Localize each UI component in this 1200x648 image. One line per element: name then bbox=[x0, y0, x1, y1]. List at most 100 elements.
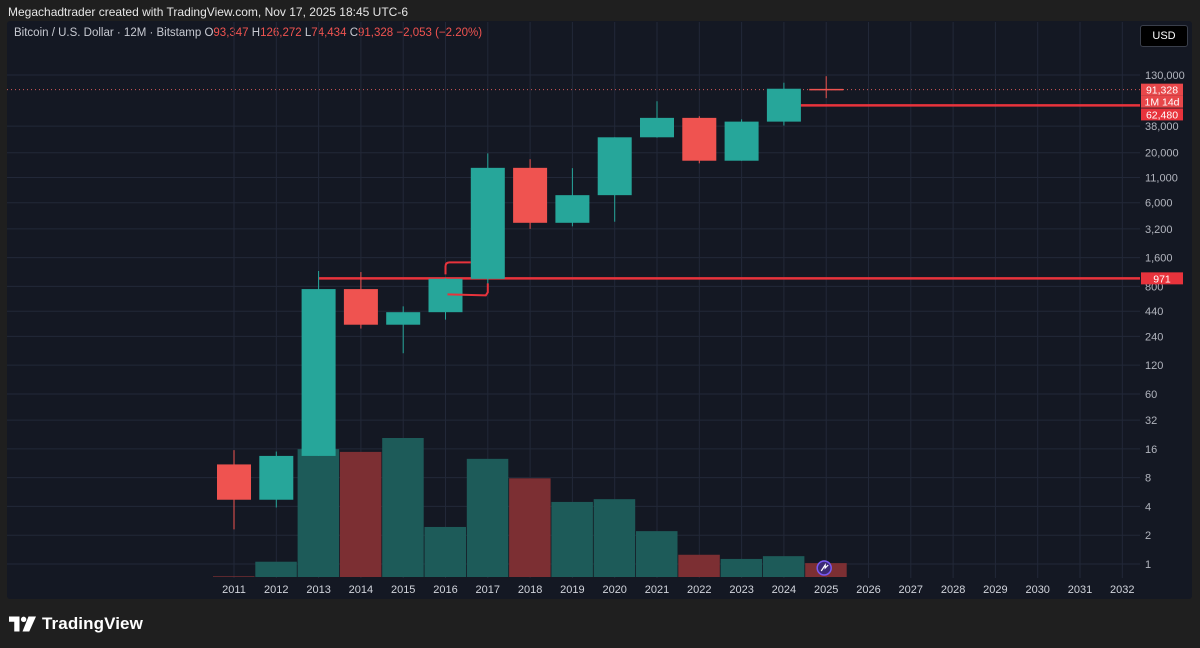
volume-bar bbox=[593, 499, 636, 577]
currency-button[interactable]: USD bbox=[1140, 25, 1188, 47]
volume-bar bbox=[551, 501, 593, 577]
time-axis-label: 2020 bbox=[602, 584, 626, 596]
close-label: C bbox=[349, 27, 358, 39]
time-axis-label: 2025 bbox=[814, 584, 838, 596]
bar-countdown-label: 1M 14d bbox=[1144, 97, 1179, 109]
symbol-title[interactable]: Bitcoin / U.S. Dollar · 12M · Bitstamp bbox=[14, 27, 202, 39]
candle-body bbox=[766, 88, 801, 122]
volume-bar bbox=[678, 554, 720, 577]
price-axis-tick-label: 16 bbox=[1145, 444, 1157, 456]
close-value: 91,328 bbox=[358, 27, 394, 39]
price-axis-tick-label: 130,000 bbox=[1145, 70, 1185, 82]
volume-bar bbox=[720, 558, 763, 577]
volume-bar bbox=[762, 556, 805, 577]
volume-bar bbox=[213, 576, 255, 577]
price-axis-tick-label: 11,000 bbox=[1145, 173, 1178, 185]
price-axis-tick-label: 38,000 bbox=[1145, 121, 1179, 133]
candle-body bbox=[555, 195, 590, 223]
time-axis-label: 2022 bbox=[687, 584, 711, 596]
candle-body bbox=[682, 117, 717, 161]
time-axis-label: 2011 bbox=[222, 584, 246, 596]
low-label: L bbox=[304, 27, 312, 39]
candle-body bbox=[640, 117, 674, 138]
price-axis-tick-label: 800 bbox=[1145, 281, 1163, 293]
price-axis-tick-label: 8 bbox=[1145, 473, 1151, 485]
price-axis-tick-label: 240 bbox=[1145, 331, 1163, 343]
time-axis-label: 2018 bbox=[518, 584, 542, 596]
time-axis-label: 2021 bbox=[645, 584, 669, 596]
level-label-lower-bg bbox=[1141, 272, 1183, 285]
bar-countdown-label-bg bbox=[1141, 95, 1183, 108]
time-axis-label: 2017 bbox=[476, 584, 500, 596]
candle-body bbox=[343, 289, 378, 325]
time-axis-label: 2026 bbox=[856, 584, 880, 596]
bracket-lower bbox=[447, 283, 489, 297]
last-price-label: 91,328 bbox=[1146, 85, 1178, 97]
volume-bar bbox=[636, 531, 678, 577]
volume-bar bbox=[255, 561, 297, 577]
volume-bar bbox=[424, 526, 466, 577]
price-axis-tick-label: 3,200 bbox=[1145, 224, 1173, 236]
event-flag-icon bbox=[816, 560, 832, 576]
price-axis-tick-label: 120 bbox=[1145, 360, 1163, 372]
horizontal-lines bbox=[318, 104, 1140, 280]
price-axis-tick-label: 4 bbox=[1145, 501, 1151, 513]
price-axis-tick-label: 60 bbox=[1145, 389, 1157, 401]
price-axis-tick-label: 6,000 bbox=[1145, 198, 1173, 210]
tradingview-logo: TradingView bbox=[9, 614, 143, 634]
last-price-label-bg bbox=[1141, 83, 1183, 96]
level-label-upper: 62,480 bbox=[1146, 109, 1178, 121]
price-axis-tick-label: 32 bbox=[1145, 415, 1157, 427]
time-axis-label: 2029 bbox=[983, 584, 1007, 596]
tradingview-logo-icon bbox=[9, 616, 36, 632]
candles bbox=[217, 76, 844, 530]
high-value: 126,272 bbox=[260, 27, 302, 39]
time-axis-label: 2013 bbox=[306, 584, 330, 596]
change-value: −2,053 (−2.20%) bbox=[396, 27, 483, 39]
time-axis-label: 2024 bbox=[772, 584, 796, 596]
price-axis-tick-label: 2 bbox=[1145, 530, 1151, 542]
low-value: 74,434 bbox=[311, 27, 347, 39]
volume-bar bbox=[509, 478, 551, 577]
time-axis-label: 2023 bbox=[729, 584, 753, 596]
candle-body bbox=[470, 167, 505, 279]
chart-caption: Megachadtrader created with TradingView.… bbox=[8, 5, 408, 19]
open-label: O bbox=[204, 27, 214, 39]
candle-body bbox=[386, 312, 421, 325]
price-axis-tick-label: 1 bbox=[1145, 559, 1151, 571]
tradingview-wordmark: TradingView bbox=[42, 614, 143, 633]
candle-body bbox=[513, 167, 548, 223]
volume-bar bbox=[466, 458, 509, 577]
time-axis-label: 2030 bbox=[1025, 584, 1049, 596]
volume-bar bbox=[297, 449, 340, 577]
candle-body bbox=[724, 121, 759, 161]
time-axis-label: 2016 bbox=[433, 584, 457, 596]
candle-body bbox=[597, 137, 632, 196]
ohlc-legend: Bitcoin / U.S. Dollar · 12M · Bitstamp O… bbox=[14, 27, 482, 39]
time-axis-label: 2032 bbox=[1110, 584, 1134, 596]
time-axis-label: 2014 bbox=[349, 584, 373, 596]
time-axis: 2011 2012 2013 2014 2015 2016 2017 2018 2019 2020… bbox=[222, 584, 1134, 596]
price-axis-tick-label: 20,000 bbox=[1145, 148, 1179, 160]
price-axis-tick-label: 1,600 bbox=[1145, 253, 1173, 265]
price-axis: 1 2 4 8 16 32 60 120 240 440 800 1,600 3,200 6,000 11,… bbox=[1145, 70, 1185, 571]
high-label: H bbox=[251, 27, 261, 39]
bracket-upper bbox=[444, 261, 471, 275]
time-axis-label: 2031 bbox=[1068, 584, 1092, 596]
level-label-lower: 971 bbox=[1153, 273, 1171, 285]
price-axis-tick-label: 440 bbox=[1145, 306, 1163, 318]
open-value: 93,347 bbox=[213, 27, 249, 39]
candle-body bbox=[259, 455, 294, 500]
time-axis-label: 2019 bbox=[560, 584, 584, 596]
volume-bar bbox=[382, 438, 424, 577]
time-axis-label: 2027 bbox=[899, 584, 923, 596]
candle-body bbox=[301, 289, 336, 456]
candle-body bbox=[217, 464, 251, 500]
volume-bar bbox=[339, 451, 382, 577]
level-label-upper-bg bbox=[1141, 108, 1183, 121]
event-flag-icon-glyph bbox=[820, 563, 829, 572]
time-axis-label: 2015 bbox=[391, 584, 415, 596]
time-axis-label: 2028 bbox=[941, 584, 965, 596]
